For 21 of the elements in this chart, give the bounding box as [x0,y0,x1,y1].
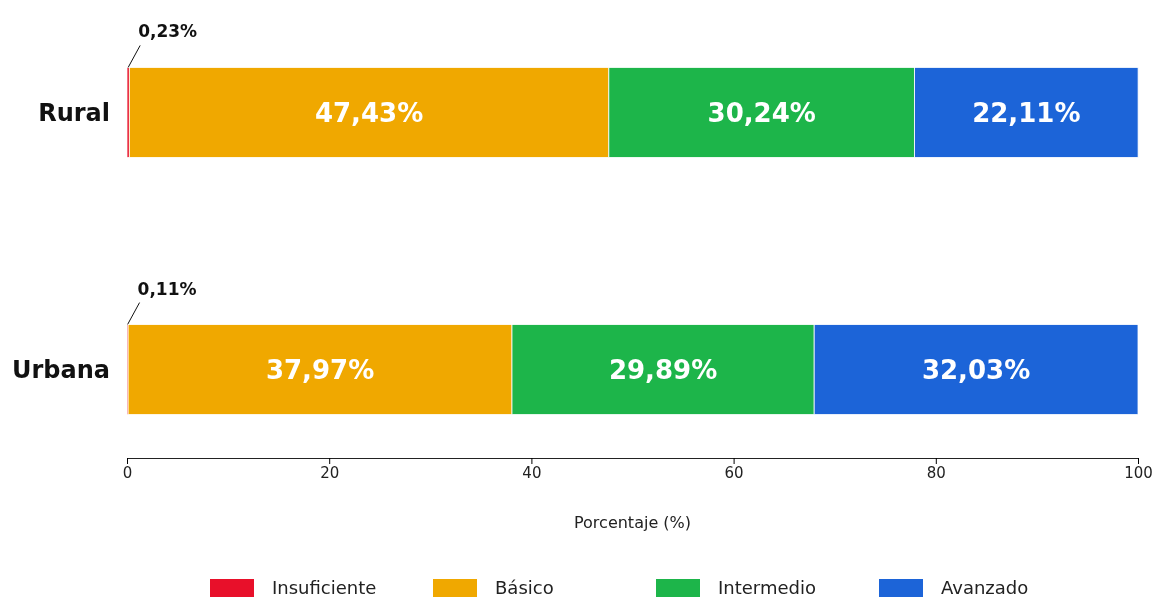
data-label: 32,03% [921,354,1031,385]
legend-label: Básico [495,577,554,599]
data-label: 0,11% [137,278,197,299]
legend-label: Insuficiente [272,577,377,599]
data-label: 22,11% [972,97,1081,128]
legend-label: Intermedio [718,577,816,599]
y-tick-label: Urbana [12,355,110,384]
data-label: 37,97% [265,354,375,385]
data-label: 29,89% [608,354,718,385]
data-label: 47,43% [314,97,424,128]
data-label: 0,23% [138,21,198,42]
legend-label: Avanzado [941,577,1029,599]
x-tick-label: 100 [1124,463,1153,482]
x-tick-label: 80 [926,463,946,482]
x-tick-label: 40 [522,463,542,482]
x-axis-title: Porcentaje (%) [573,513,692,532]
x-tick-label: 60 [724,463,744,482]
data-label: 30,24% [707,97,816,128]
x-tick-label: 20 [320,463,340,482]
x-tick-label: 0 [122,463,133,482]
y-tick-label: Rural [38,98,110,127]
